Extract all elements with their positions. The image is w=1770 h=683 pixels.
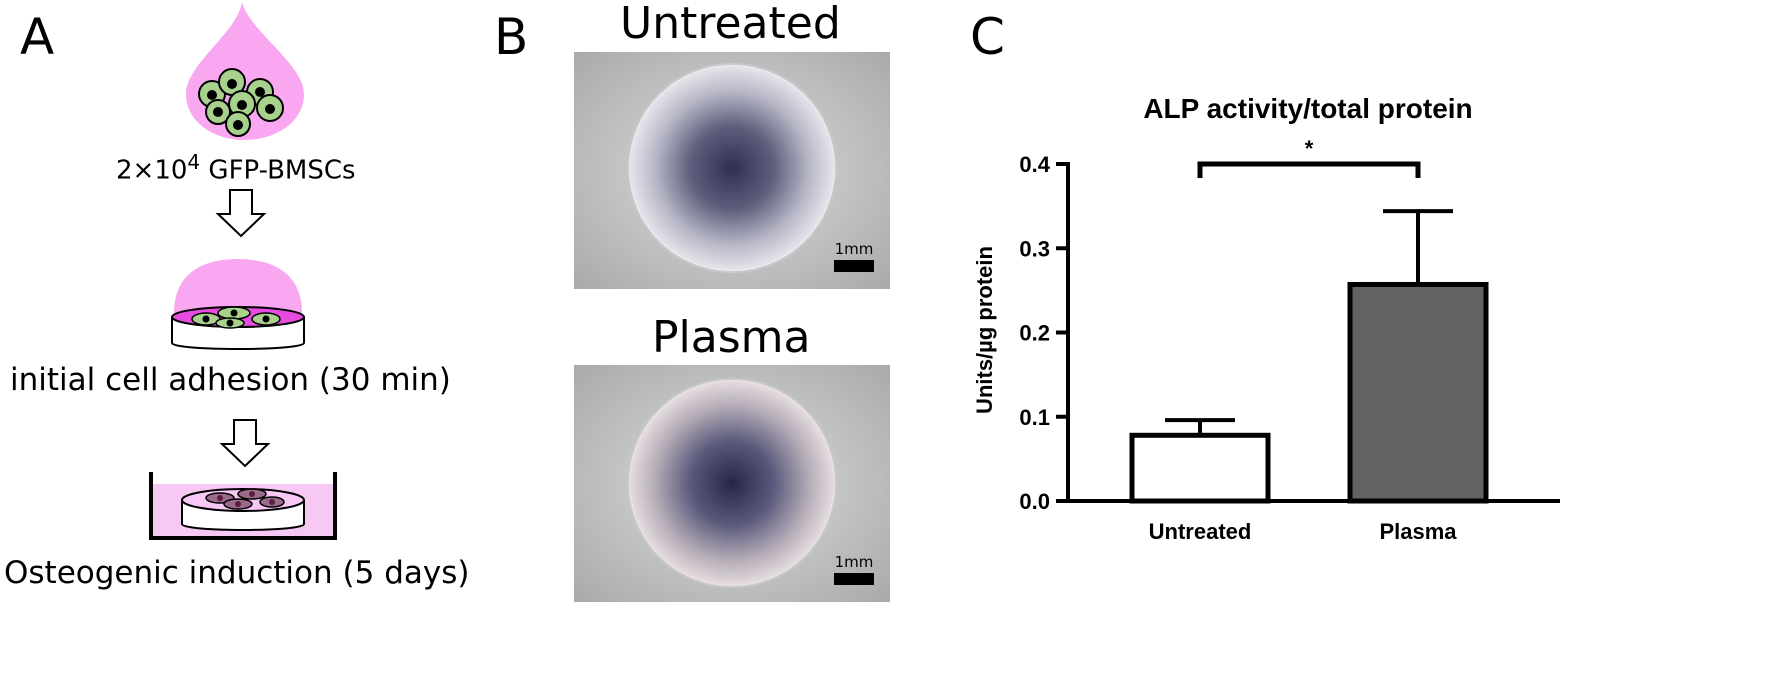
- untreated-image-title: Untreated: [620, 0, 841, 49]
- cell-count-label: 2×104 GFP-BMSCs: [116, 150, 356, 186]
- y-tick-label: 0.4: [1019, 152, 1050, 177]
- panel-c-letter: C: [970, 8, 1005, 66]
- y-tick-label: 0.2: [1019, 321, 1050, 346]
- bars: [1129, 209, 1489, 504]
- x-tick-label: Untreated: [1149, 519, 1252, 544]
- induction-step-label: Osteogenic induction (5 days): [4, 555, 470, 591]
- y-axis-label: Units/µg protein: [972, 246, 997, 414]
- y-tick-label: 0.1: [1019, 405, 1050, 430]
- bar-plasma: [1347, 281, 1489, 504]
- plasma-image-title: Plasma: [652, 312, 811, 363]
- significance-bracket-line: [1197, 161, 1421, 178]
- significance-bracket: *: [1197, 136, 1421, 178]
- y-tick-label: 0.0: [1019, 489, 1050, 514]
- arrow-down-icon: [215, 189, 267, 238]
- significance-star: *: [1305, 136, 1314, 161]
- dish-adhesion-illustration: [171, 259, 305, 350]
- chart-title: ALP activity/total protein: [1143, 93, 1472, 124]
- alp-bar-chart: ALP activity/total protein Units/µg prot…: [972, 93, 1560, 544]
- y-tick-label: 0.3: [1019, 236, 1050, 261]
- scale-bar-label: 1mm: [835, 240, 874, 258]
- x-axis-labels: Untreated Plasma: [1149, 519, 1458, 544]
- panel-a-letter: A: [20, 8, 55, 66]
- culture-well-illustration: [149, 472, 337, 540]
- adhesion-step-label: initial cell adhesion (30 min): [10, 362, 451, 398]
- bar-untreated: [1129, 432, 1271, 504]
- x-tick-label: Plasma: [1379, 519, 1457, 544]
- arrow-down-icon: [219, 419, 271, 468]
- scale-bar-label: 1mm: [835, 553, 874, 571]
- untreated-alp-stain-image: 1mm: [574, 52, 890, 289]
- y-axis: 0.0 0.1 0.2 0.3 0.4: [1019, 152, 1560, 514]
- panel-b-letter: B: [494, 8, 529, 66]
- plasma-alp-stain-image: 1mm: [574, 365, 890, 602]
- cell-droplet-illustration: [186, 2, 304, 140]
